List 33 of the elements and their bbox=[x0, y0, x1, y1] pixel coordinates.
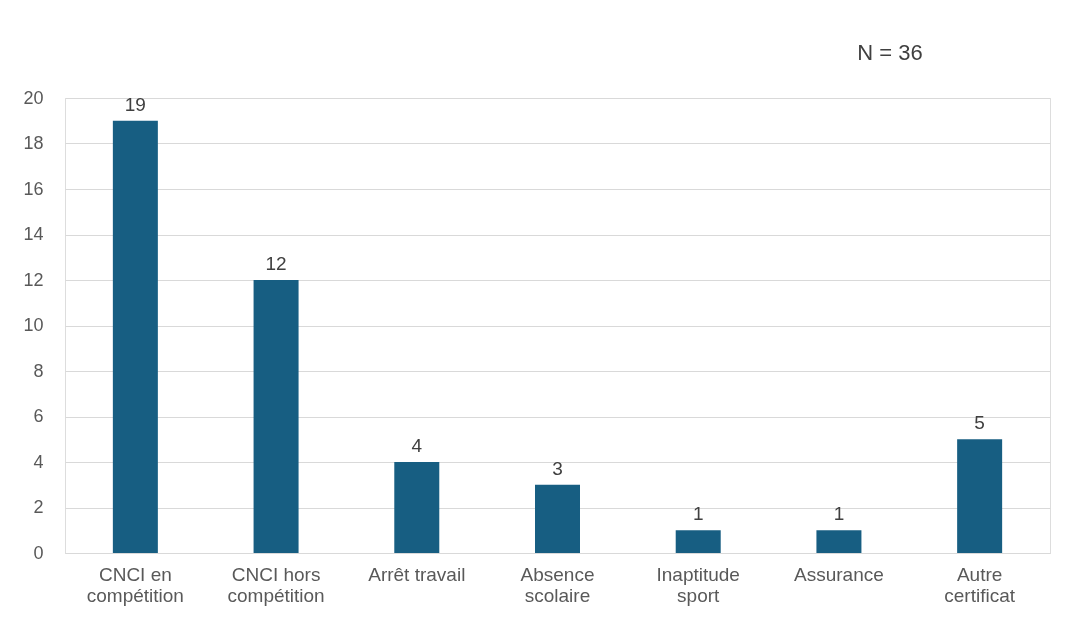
x-tick-label: Arrêt travail bbox=[368, 563, 466, 585]
bar bbox=[816, 530, 862, 553]
y-tick-label: 4 bbox=[33, 451, 44, 472]
data-label: 5 bbox=[974, 412, 985, 434]
y-tick-label: 18 bbox=[23, 133, 44, 153]
x-tick-label: Inaptitude sport bbox=[656, 563, 740, 606]
y-tick-label: 14 bbox=[23, 224, 44, 244]
y-tick-label: 0 bbox=[33, 542, 44, 563]
data-label: 19 bbox=[124, 93, 146, 115]
data-label: 4 bbox=[411, 435, 423, 456]
y-tick-label: 6 bbox=[33, 406, 44, 426]
y-tick-label: 8 bbox=[33, 360, 44, 381]
x-tick-label: Absence scolaire bbox=[520, 563, 595, 606]
bar bbox=[253, 280, 299, 553]
bar bbox=[957, 439, 1003, 553]
text: N = 36 bbox=[857, 40, 923, 65]
data-label: 12 bbox=[265, 253, 287, 274]
bar bbox=[675, 530, 721, 553]
data-label: 3 bbox=[552, 457, 563, 479]
y-tick-label: 10 bbox=[23, 315, 44, 335]
bar bbox=[112, 120, 158, 553]
data-label: 1 bbox=[833, 503, 845, 525]
x-tick-label: Assurance bbox=[794, 563, 884, 585]
x-tick-label: Autre certificat bbox=[944, 563, 1016, 606]
y-tick-label: 12 bbox=[23, 269, 44, 290]
bar bbox=[394, 462, 440, 553]
y-tick-label: 2 bbox=[33, 497, 44, 517]
x-tick-label: CNCI en compétition bbox=[86, 563, 184, 606]
bar bbox=[535, 484, 580, 553]
data-label: 1 bbox=[692, 503, 704, 525]
y-tick-label: 16 bbox=[23, 178, 44, 199]
y-tick-label: 20 bbox=[23, 87, 44, 108]
x-tick-label: CNCI hors compétition bbox=[227, 563, 325, 606]
